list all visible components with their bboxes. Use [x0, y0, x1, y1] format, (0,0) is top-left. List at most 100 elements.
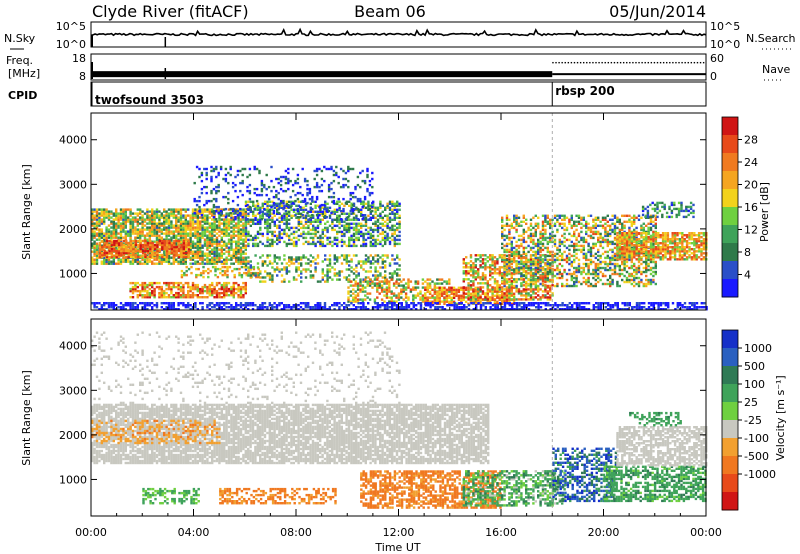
heat-cell	[525, 276, 528, 280]
heat-cell	[256, 218, 260, 222]
heat-cell	[235, 267, 239, 271]
heat-cell	[348, 264, 351, 267]
heat-cell	[404, 292, 408, 295]
heat-cell	[537, 246, 540, 250]
heat-cell	[527, 272, 530, 275]
heat-cell	[297, 220, 300, 224]
heat-cell	[194, 285, 197, 289]
heat-cell	[163, 218, 166, 221]
heat-cell	[257, 267, 260, 271]
heat-cell	[384, 206, 387, 210]
heat-cell	[304, 208, 308, 212]
heat-cell	[369, 210, 372, 214]
heat-cell	[153, 240, 156, 243]
heat-cell	[343, 224, 346, 228]
nave-dot	[613, 61, 616, 64]
heat-cell	[203, 185, 206, 189]
heat-cell	[237, 246, 240, 249]
heat-cell	[525, 282, 528, 285]
heat-cell	[201, 218, 204, 221]
nave-dot	[604, 61, 606, 64]
heat-cell	[182, 224, 185, 227]
nave-dot	[656, 61, 659, 64]
heat-cell	[175, 291, 178, 295]
heat-cell	[143, 234, 147, 237]
heat-cell	[486, 256, 489, 259]
heat-cell	[414, 286, 417, 289]
heat-cell	[110, 238, 113, 241]
heat-cell	[95, 260, 99, 263]
heat-cell	[312, 242, 315, 246]
heat-cell	[91, 256, 94, 259]
heat-cell	[112, 230, 115, 233]
heat-cell	[136, 228, 139, 231]
heat-cell	[268, 278, 272, 281]
heat-cell	[324, 222, 327, 226]
heat-cell	[421, 300, 425, 303]
heat-cell	[306, 183, 309, 187]
heat-cell	[215, 165, 218, 169]
heat-cell	[472, 276, 475, 279]
heat-cell	[228, 265, 232, 269]
heat-cell	[541, 296, 545, 299]
heat-cell	[143, 289, 147, 293]
heat-cell	[163, 252, 166, 255]
heat-cell	[218, 226, 221, 229]
heat-cell	[498, 272, 501, 275]
heat-cell	[131, 262, 135, 265]
heat-cell	[117, 241, 121, 245]
heat-cell	[93, 244, 96, 247]
nave-dot	[687, 61, 689, 64]
heat-cell	[259, 228, 262, 232]
heat-cell	[357, 222, 360, 226]
heat-cell	[455, 302, 458, 306]
heat-cell	[225, 260, 228, 263]
heat-cell	[355, 216, 358, 220]
heat-cell	[237, 218, 240, 221]
heat-cell	[105, 260, 108, 263]
heat-cell	[546, 214, 549, 218]
heat-cell	[237, 228, 240, 231]
heat-cell	[179, 234, 183, 237]
heat-cell	[215, 238, 219, 241]
heat-cell	[381, 258, 384, 261]
heat-cell	[351, 195, 355, 199]
heat-cell	[474, 286, 477, 290]
heat-cell	[352, 284, 355, 287]
heat-cell	[218, 228, 221, 231]
heat-cell	[351, 207, 355, 211]
heat-cell	[146, 258, 149, 261]
heat-cell	[314, 234, 317, 238]
heat-cell	[124, 232, 127, 235]
heat-cell	[342, 169, 345, 173]
heat-cell	[103, 251, 106, 255]
heat-cell	[462, 288, 465, 292]
heat-cell	[522, 284, 525, 287]
heat-cell	[426, 278, 429, 281]
heat-cell	[300, 220, 303, 224]
heat-cell	[103, 241, 106, 245]
heat-cell	[529, 240, 533, 244]
heat-cell	[330, 211, 333, 215]
heat-cell	[242, 246, 245, 249]
heat-cell	[227, 171, 230, 175]
heat-cell	[187, 291, 190, 295]
heat-cell	[306, 193, 309, 197]
heat-cell	[525, 280, 528, 284]
heat-cell	[100, 222, 103, 225]
heat-cell	[242, 214, 245, 217]
heat-cell	[337, 181, 340, 185]
heat-cell	[386, 202, 389, 206]
heat-cell	[321, 218, 324, 222]
heat-cell	[503, 266, 506, 269]
heat-cell	[231, 185, 235, 189]
heat-cell	[129, 260, 132, 263]
heat-cell	[374, 242, 377, 246]
heat-cell	[172, 258, 175, 261]
heat-cell	[283, 278, 286, 281]
heat-cell	[211, 291, 214, 295]
heat-cell	[356, 292, 360, 295]
heat-cell	[307, 242, 310, 246]
heat-cell	[266, 208, 269, 212]
heat-cell	[143, 285, 147, 289]
